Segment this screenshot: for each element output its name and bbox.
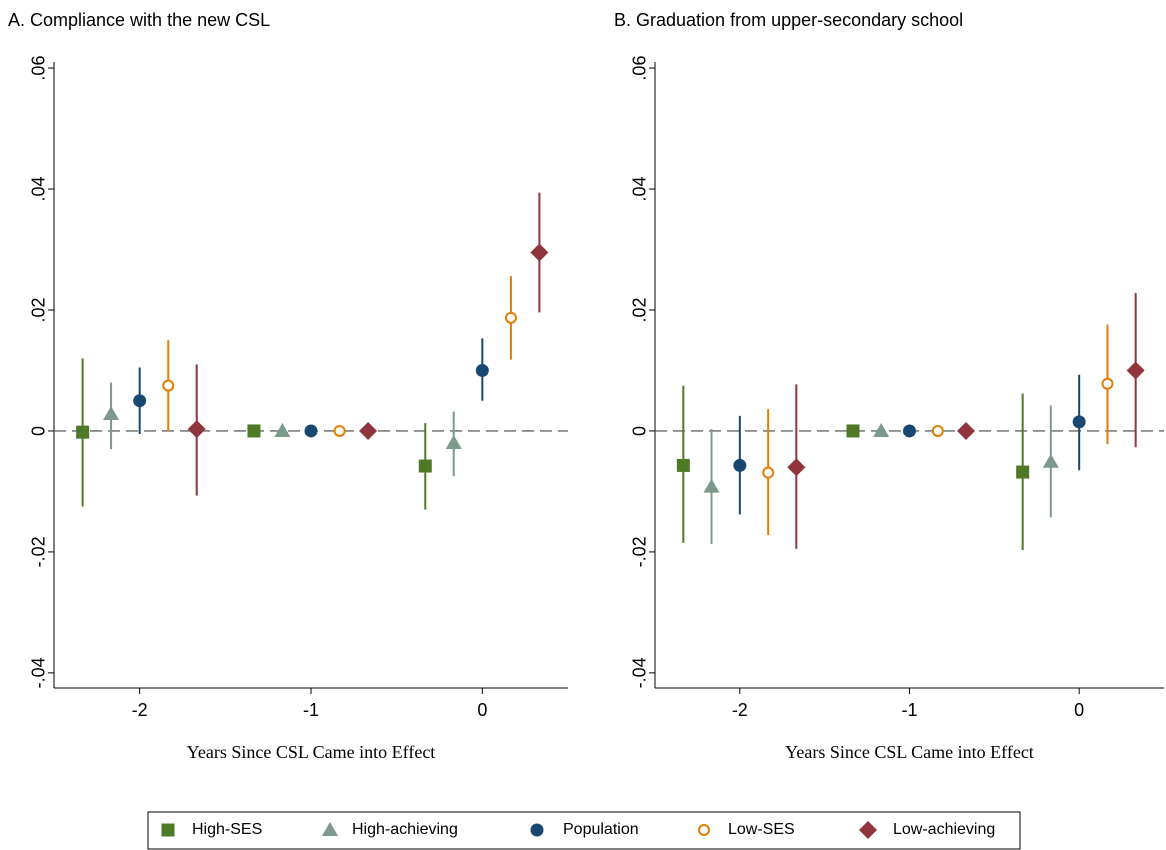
marker — [956, 421, 975, 440]
legend-swatch — [698, 824, 710, 836]
legend-label: Low-achieving — [893, 821, 995, 838]
legend-box — [147, 811, 1021, 850]
y-tick-label: 0 — [29, 426, 49, 436]
marker — [162, 379, 175, 392]
y-tick-label: -.02 — [29, 536, 49, 567]
marker — [475, 363, 489, 377]
marker — [76, 425, 90, 439]
y-tick-label: .04 — [630, 176, 650, 201]
marker — [445, 435, 462, 450]
marker — [903, 424, 916, 438]
y-tick-label: .02 — [630, 297, 650, 322]
chart-title: B. Graduation from upper-secondary schoo… — [614, 10, 963, 30]
marker — [787, 458, 806, 477]
marker — [304, 424, 318, 438]
marker — [1126, 361, 1145, 380]
y-tick-label: .04 — [29, 176, 49, 201]
x-axis-title: Years Since CSL Came into Effect — [785, 742, 1034, 762]
marker — [733, 458, 747, 472]
legend-swatch — [322, 822, 338, 836]
marker — [1072, 415, 1086, 429]
marker — [530, 243, 549, 262]
x-tick-label: -1 — [303, 700, 319, 720]
legend-swatch — [530, 823, 544, 837]
marker — [187, 420, 206, 439]
marker — [931, 424, 944, 437]
marker — [1042, 453, 1059, 468]
x-axis-title: Years Since CSL Came into Effect — [187, 742, 436, 762]
marker — [504, 311, 517, 324]
marker — [418, 459, 432, 473]
chart-title: A. Compliance with the new CSL — [8, 10, 270, 30]
legend-swatch — [161, 823, 175, 837]
marker — [133, 394, 147, 408]
y-tick-label: -.04 — [630, 657, 650, 688]
legend-swatch — [859, 821, 877, 839]
legend-label: High-SES — [192, 821, 262, 838]
marker — [703, 478, 720, 493]
marker — [103, 406, 120, 421]
y-tick-label: .06 — [29, 56, 49, 81]
marker — [1016, 465, 1030, 479]
marker — [333, 424, 346, 437]
legend-label: Population — [563, 821, 639, 838]
y-tick-label: -.02 — [630, 536, 650, 567]
y-tick-label: 0 — [630, 426, 650, 436]
marker — [873, 422, 890, 437]
y-tick-label: -.04 — [29, 657, 49, 688]
marker — [676, 458, 690, 472]
marker — [1101, 377, 1114, 390]
x-tick-label: -1 — [901, 700, 917, 720]
legend-label: Low-SES — [728, 821, 795, 838]
marker — [247, 424, 261, 438]
x-tick-label: -2 — [132, 700, 148, 720]
y-tick-label: .02 — [29, 297, 49, 322]
legend-label: High-achieving — [352, 821, 458, 838]
x-tick-label: -2 — [732, 700, 748, 720]
y-tick-label: .06 — [630, 56, 650, 81]
x-tick-label: 0 — [1074, 700, 1084, 720]
x-tick-label: 0 — [477, 700, 487, 720]
marker — [762, 466, 775, 479]
marker — [846, 424, 860, 438]
marker — [359, 421, 378, 440]
marker — [274, 422, 291, 437]
